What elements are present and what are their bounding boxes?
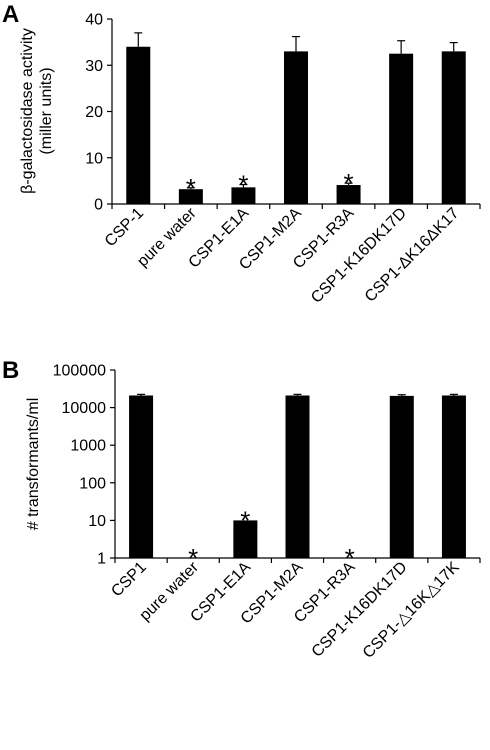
bar — [389, 395, 414, 558]
bar — [231, 187, 256, 204]
y-axis-label-line: (miller units) — [38, 67, 55, 154]
bar — [389, 53, 414, 204]
y-axis-label-line: # transformants/ml — [25, 398, 42, 530]
category-label: CSP1-ΔK16ΔK17 — [362, 205, 463, 306]
y-tick-label: 10000 — [62, 400, 107, 417]
y-tick-label: 40 — [85, 12, 103, 29]
significance-marker: * — [344, 168, 354, 198]
category-label: CSP1-K16DK17D — [308, 205, 410, 307]
bar — [126, 46, 151, 204]
significance-marker: * — [345, 543, 355, 573]
significance-marker: * — [186, 173, 196, 203]
category-label: CSP1 — [108, 559, 150, 601]
y-axis-label-line: β-galactosidase activity — [19, 28, 36, 194]
y-tick-label: 10 — [88, 513, 106, 530]
y-tick-label: 20 — [85, 104, 103, 121]
bar — [233, 520, 258, 558]
bar — [129, 395, 154, 558]
category-label: CSP1-K16DK17D — [309, 559, 411, 661]
y-tick-label: 10 — [85, 150, 103, 167]
bar — [284, 51, 308, 204]
y-tick-label: 1000 — [70, 438, 106, 455]
y-tick-label: 100000 — [53, 363, 106, 380]
y-tick-label: 0 — [94, 197, 103, 214]
bar — [178, 189, 203, 204]
y-tick-label: 100 — [79, 475, 106, 492]
significance-marker: * — [240, 505, 250, 535]
significance-marker: * — [188, 543, 198, 573]
bar — [441, 51, 466, 204]
panel-a: Aβ-galactosidase activity (miller units) 0… — [2, 1, 481, 307]
significance-marker: * — [238, 170, 248, 200]
bar — [285, 395, 310, 558]
panel-b: B # transformants/ml 1 10 100 1000 10000 100000… — [2, 357, 481, 662]
panel-letter: B — [2, 357, 19, 384]
y-tick-label: 30 — [85, 58, 103, 75]
category-label: CSP1-△16K△17K — [360, 559, 463, 662]
y-axis-label: β-galactosidase activity (miller units) — [19, 28, 55, 194]
bar — [441, 395, 466, 558]
bar — [336, 185, 361, 204]
y-axis-label: # transformants/ml — [25, 398, 42, 530]
panel-letter: A — [2, 1, 19, 28]
y-tick-label: 1 — [97, 551, 106, 568]
category-label: CSP-1 — [102, 205, 147, 250]
